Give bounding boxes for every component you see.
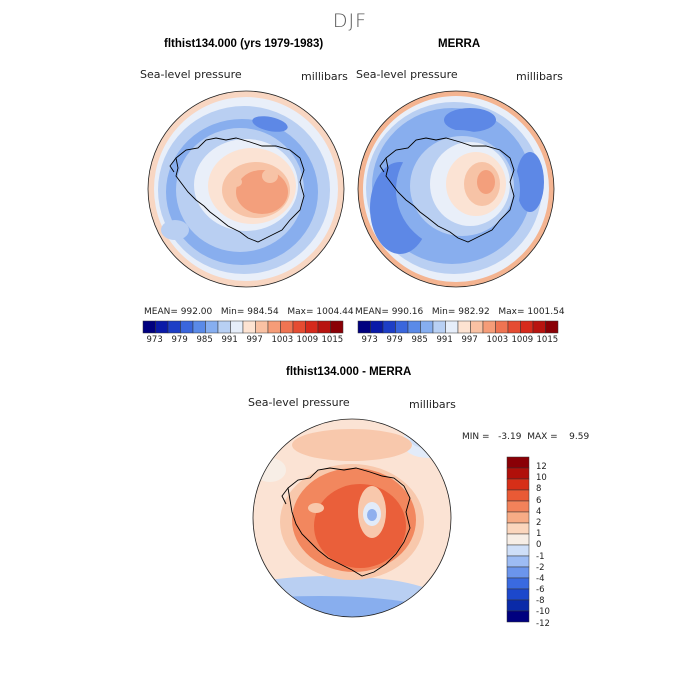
colorbar-swatch — [506, 555, 530, 568]
top-right-variable-label: Sea-level pressure — [356, 68, 458, 81]
colorbar-swatch — [506, 588, 530, 601]
top-left-title: flthist134.000 (yrs 1979-1983) — [164, 38, 324, 50]
colorbar-tick-label: 997 — [461, 335, 478, 345]
colorbar-tick-label: -10 — [536, 607, 550, 618]
top-right-max-label: Max= — [498, 307, 525, 317]
colorbar-tick-label: 985 — [196, 335, 213, 345]
colorbar-tick-label: 1 — [536, 529, 542, 540]
colorbar-tick-label: -4 — [536, 573, 545, 584]
colorbar-tick-label: 2 — [536, 517, 542, 528]
bottom-title: flthist134.000 - MERRA — [286, 366, 412, 378]
colorbar-swatch — [506, 599, 530, 612]
top-left-stats: MEAN= 992.00 Min= 984.54 Max= 1004.44 — [144, 307, 354, 317]
top-left-mean-label: MEAN= — [144, 307, 178, 317]
colorbar-tick-label: 1009 — [296, 335, 319, 345]
colorbar-tick-label: 985 — [411, 335, 428, 345]
colorbar-tick-label: -8 — [536, 596, 545, 607]
colorbar-tick-label: 10 — [536, 473, 547, 484]
top-left-min-value: 984.54 — [247, 307, 279, 317]
colorbar-tick-label: -1 — [536, 551, 545, 562]
top-left-coastline — [175, 137, 305, 243]
colorbar-tick-label: 12 — [536, 462, 547, 472]
colorbar-tick-label: -12 — [536, 618, 550, 629]
top-right-title: MERRA — [438, 38, 481, 50]
top-left-variable-label: Sea-level pressure — [140, 68, 242, 81]
colorbar-swatch — [506, 544, 530, 557]
figure-suptitle: DJF — [332, 10, 368, 32]
colorbar-tick-label: 1015 — [321, 335, 344, 345]
colorbar-swatch — [506, 610, 530, 623]
colorbar-tick-label: 1009 — [511, 335, 534, 345]
colorbar-tick-label: 979 — [171, 335, 188, 345]
bottom-coastline — [287, 467, 411, 577]
top-right-units-label: millibars — [516, 70, 563, 83]
colorbar-tick-label: 6 — [536, 495, 542, 506]
colorbar-swatch — [506, 456, 530, 469]
colorbar-tick-label: 973 — [146, 335, 163, 345]
top-right-colorbar — [357, 320, 559, 334]
colorbar-tick-label: 8 — [536, 484, 542, 495]
colorbar-swatch — [506, 533, 530, 546]
top-right-min-value: 982.92 — [458, 307, 490, 317]
top-right-mean-value: 990.16 — [391, 307, 424, 317]
top-right-max-value: 1001.54 — [527, 307, 565, 317]
colorbar-tick-label: 991 — [436, 335, 453, 345]
colorbar-tick-label: 0 — [536, 540, 542, 551]
colorbar-swatch — [545, 320, 559, 334]
top-left-units-label: millibars — [301, 70, 348, 83]
colorbar-swatch — [506, 500, 530, 513]
bottom-colorbar — [506, 456, 530, 623]
bottom-max-label: MAX = — [527, 432, 558, 442]
top-left-max-label: Max= — [287, 307, 314, 317]
top-left-min-label: Min= — [220, 307, 245, 317]
colorbar-swatch — [506, 511, 530, 524]
colorbar-tick-label: 979 — [386, 335, 403, 345]
top-right-coastline — [385, 137, 515, 243]
colorbar-swatch — [506, 566, 530, 579]
bottom-stats: MIN = -3.19 MAX = 9.59 — [462, 432, 589, 442]
colorbar-tick-label: -6 — [536, 585, 545, 596]
top-left-max-value: 1004.44 — [316, 307, 354, 317]
bottom-min-label: MIN = — [462, 432, 490, 442]
bottom-min-value: -3.19 — [498, 432, 522, 442]
colorbar-tick-label: 973 — [361, 335, 378, 345]
colorbar-tick-label: 997 — [246, 335, 263, 345]
colorbar-tick-label: 1015 — [536, 335, 559, 345]
colorbar-swatch — [506, 478, 530, 491]
colorbar-tick-label: 991 — [221, 335, 238, 345]
colorbar-swatch — [506, 577, 530, 590]
colorbar-swatch — [506, 522, 530, 535]
bottom-variable-label: Sea-level pressure — [248, 396, 350, 409]
colorbar-tick-label: 4 — [536, 506, 542, 517]
top-left-colorbar — [142, 320, 344, 334]
colorbar-tick-label: -2 — [536, 562, 545, 573]
top-right-mean-label: MEAN= — [355, 307, 389, 317]
bottom-units-label: millibars — [409, 398, 456, 411]
colorbar-swatch — [506, 489, 530, 502]
colorbar-tick-label: 1003 — [486, 335, 509, 345]
top-left-mean-value: 992.00 — [180, 307, 213, 317]
bottom-max-value: 9.59 — [569, 432, 590, 442]
top-right-min-label: Min= — [431, 307, 456, 317]
top-right-stats: MEAN= 990.16 Min= 982.92 Max= 1001.54 — [355, 307, 565, 317]
colorbar-tick-label: 1003 — [271, 335, 294, 345]
colorbar-swatch — [506, 467, 530, 480]
colorbar-swatch — [330, 320, 344, 334]
